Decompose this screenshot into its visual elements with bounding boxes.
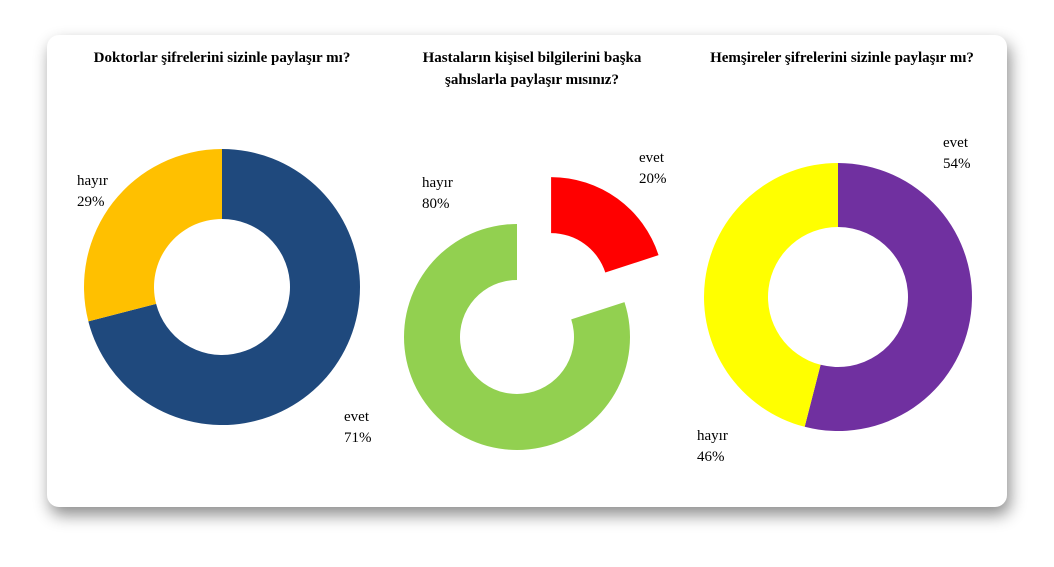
slice-label-hayır: hayır: [77, 173, 108, 189]
slice-label-hayır: hayır: [422, 175, 453, 191]
slice-label-evet: evet: [943, 135, 969, 151]
chart-panel: Doktorlar şifrelerini sizinle paylaşır m…: [47, 35, 1007, 507]
slice-percent-hayır: 80%: [422, 196, 450, 212]
slice-percent-evet: 20%: [639, 171, 667, 187]
chart-title-patients: Hastaların kişisel bilgilerini başka şah…: [422, 50, 642, 88]
donut-slice-evet: [88, 149, 361, 425]
slice-percent-hayır: 46%: [697, 449, 725, 465]
slice-percent-evet: 71%: [344, 430, 372, 446]
chart-title-nurses: Hemşireler şifrelerini sizinle paylaşır …: [710, 50, 974, 66]
chart-title-doctors: Doktorlar şifrelerini sizinle paylaşır m…: [93, 50, 351, 66]
donut-charts: evet 71% hayır 29% evet 20% hayır 80% evet 54% h…: [77, 135, 972, 465]
donut-chart-nurses: evet 54% hayır 46%: [697, 135, 972, 465]
slice-percent-evet: 54%: [943, 156, 971, 172]
donut-chart-patients: evet 20% hayır 80%: [403, 150, 667, 450]
donut-chart-doctors: evet 71% hayır 29%: [77, 149, 372, 446]
slice-percent-hayır: 29%: [77, 194, 105, 210]
slice-label-hayır: hayır: [697, 428, 728, 444]
donut-slice-hayır: [403, 224, 630, 450]
donut-slice-evet: [551, 177, 659, 273]
donut-slice-evet: [804, 163, 972, 431]
slice-label-evet: evet: [344, 409, 370, 425]
slice-label-evet: evet: [639, 150, 665, 166]
donut-slice-hayır: [704, 163, 838, 427]
donut-slice-hayır: [84, 149, 222, 322]
